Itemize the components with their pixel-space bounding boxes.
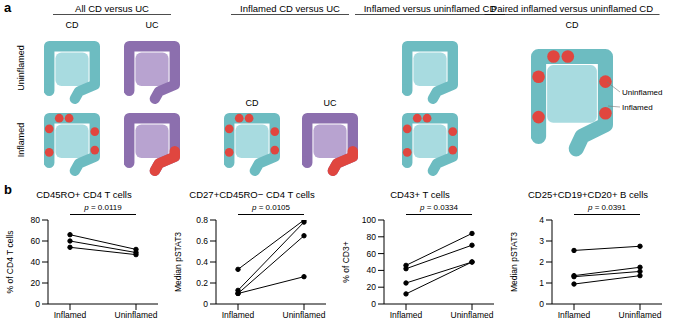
svg-text:UC: UC xyxy=(324,98,337,108)
svg-text:a: a xyxy=(4,0,12,15)
html-text:p = 0.0334: p = 0.0334 xyxy=(420,203,458,212)
html-text:CD27+CD45RO− CD4 T cells: CD27+CD45RO− CD4 T cells xyxy=(189,189,315,200)
svg-text:Inflamed versus uninflamed CD: Inflamed versus uninflamed CD xyxy=(364,3,497,14)
html-text:CD45RO+ CD4 T cells: CD45RO+ CD4 T cells xyxy=(36,189,132,200)
svg-text:4: 4 xyxy=(539,215,544,225)
html-text:CD25+CD19+CD20+ B cells: CD25+CD19+CD20+ B cells xyxy=(527,189,649,200)
svg-text:80: 80 xyxy=(31,215,41,225)
svg-text:Inflamed: Inflamed xyxy=(54,310,87,320)
svg-text:0: 0 xyxy=(35,299,40,309)
svg-text:Paired inflamed versus uninfla: Paired inflamed versus uninflamed CD xyxy=(491,3,653,14)
svg-text:Inflamed: Inflamed xyxy=(558,310,591,320)
svg-text:% of CD3+: % of CD3+ xyxy=(341,241,351,282)
html-text:b: b xyxy=(4,182,12,197)
svg-text:60: 60 xyxy=(367,249,377,259)
svg-text:0: 0 xyxy=(539,299,544,309)
html-text:p = 0.0391: p = 0.0391 xyxy=(588,203,626,212)
svg-text:3: 3 xyxy=(539,236,544,246)
svg-text:2: 2 xyxy=(539,257,544,267)
svg-text:Inflamed: Inflamed xyxy=(222,310,255,320)
svg-text:Median pSTAT3: Median pSTAT3 xyxy=(173,232,183,292)
svg-text:UC: UC xyxy=(146,20,159,30)
svg-text:0.2: 0.2 xyxy=(196,278,208,288)
svg-text:Inflamed CD versus UC: Inflamed CD versus UC xyxy=(240,3,340,14)
svg-text:CD: CD xyxy=(566,20,579,30)
svg-text:0.4: 0.4 xyxy=(196,257,208,267)
svg-text:Uninflamed: Uninflamed xyxy=(115,310,158,320)
svg-text:Uninflamed: Uninflamed xyxy=(16,45,26,91)
svg-text:Uninflamed: Uninflamed xyxy=(619,310,662,320)
svg-text:80: 80 xyxy=(367,232,377,242)
svg-text:0: 0 xyxy=(371,299,376,309)
svg-text:CD: CD xyxy=(246,98,259,108)
svg-text:Inflamed: Inflamed xyxy=(622,103,653,112)
svg-text:20: 20 xyxy=(367,282,377,292)
svg-text:Uninflamed: Uninflamed xyxy=(622,88,662,97)
svg-text:0.6: 0.6 xyxy=(196,236,208,246)
svg-text:All CD versus UC: All CD versus UC xyxy=(75,3,149,14)
svg-text:100: 100 xyxy=(362,215,376,225)
html-text:p = 0.0119: p = 0.0119 xyxy=(84,203,122,212)
svg-text:40: 40 xyxy=(31,257,41,267)
svg-text:Uninflamed: Uninflamed xyxy=(451,310,494,320)
svg-text:0.8: 0.8 xyxy=(196,215,208,225)
html-text:CD43+ T cells: CD43+ T cells xyxy=(390,189,450,200)
svg-text:60: 60 xyxy=(31,236,41,246)
svg-text:CD: CD xyxy=(66,20,79,30)
svg-text:0: 0 xyxy=(203,299,208,309)
svg-text:Median pSTAT3: Median pSTAT3 xyxy=(509,232,519,292)
svg-text:Inflamed: Inflamed xyxy=(16,123,26,158)
html-text:p = 0.0105: p = 0.0105 xyxy=(252,203,290,212)
svg-text:1: 1 xyxy=(539,278,544,288)
svg-text:% of CD4 T cells: % of CD4 T cells xyxy=(5,231,15,294)
svg-text:40: 40 xyxy=(367,265,377,275)
svg-text:20: 20 xyxy=(31,278,41,288)
svg-text:Uninflamed: Uninflamed xyxy=(283,310,326,320)
svg-text:Inflamed: Inflamed xyxy=(390,310,423,320)
